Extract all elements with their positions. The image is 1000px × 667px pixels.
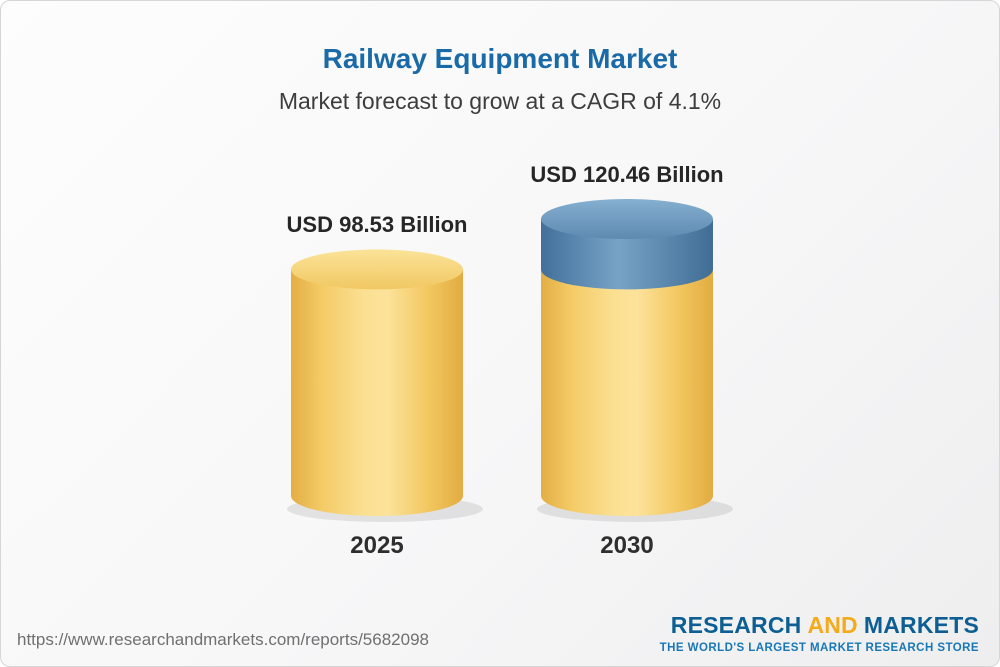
value-label-2030: USD 120.46 Billion — [530, 162, 724, 187]
logo-research-text: RESEARCH — [670, 612, 802, 638]
bar-2030-growth-segment — [541, 219, 713, 290]
logo-wordmark: RESEARCH AND MARKETS — [660, 612, 979, 639]
page-subtitle: Market forecast to grow at a CAGR of 4.1… — [278, 88, 722, 114]
report-url: https://www.researchandmarkets.com/repor… — [17, 630, 429, 649]
logo-markets-text: MARKETS — [863, 612, 979, 638]
bar-2030-top-face — [541, 199, 713, 239]
logo-tagline: THE WORLD'S LARGEST MARKET RESEARCH STOR… — [659, 642, 979, 654]
bar-2030-base-segment — [541, 269, 713, 516]
bar-2025-cylinder — [291, 269, 463, 516]
axis-label-2025: 2025 — [350, 532, 404, 559]
value-label-2025: USD 98.53 Billion — [286, 212, 468, 238]
page-title: Railway Equipment Market — [322, 43, 678, 74]
bar-2025-top-face — [291, 249, 463, 290]
axis-label-2030: 2030 — [600, 532, 654, 559]
logo-and-text: AND — [807, 612, 858, 638]
research-and-markets-logo: RESEARCH AND MARKETS THE WORLD'S LARGEST M… — [660, 612, 979, 654]
